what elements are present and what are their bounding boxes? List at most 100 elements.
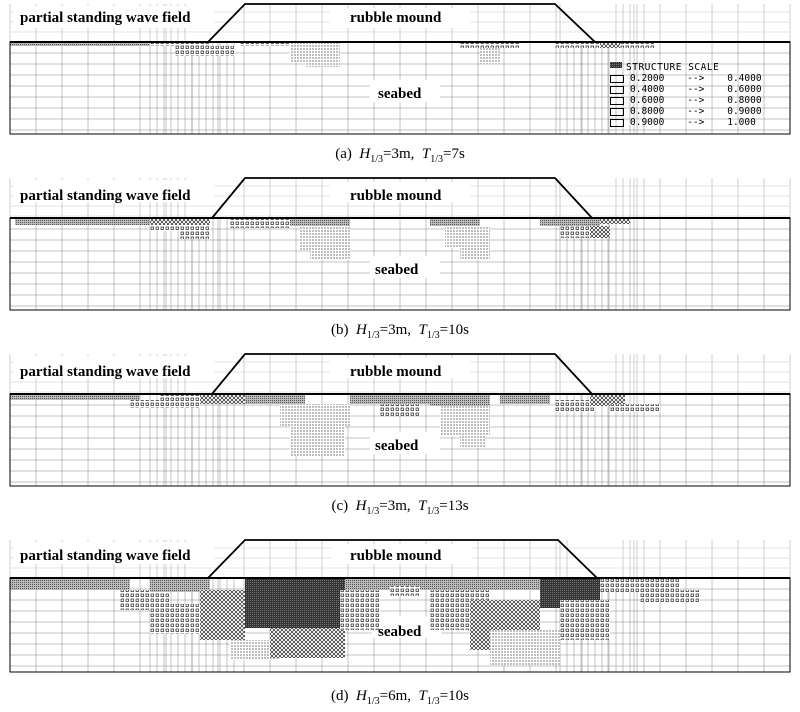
structure-cell (290, 218, 350, 226)
label-bg (370, 432, 440, 454)
structure-cell (560, 600, 610, 640)
legend-swatch (610, 62, 624, 116)
structure-cell (310, 250, 350, 260)
label-bg (330, 8, 470, 28)
legend-range: 0.4000 --> 0.6000 (630, 84, 762, 95)
label-bg (14, 180, 214, 202)
wave-field-label: partial standing wave field (20, 188, 191, 204)
mesh-diagram-b (9, 177, 791, 311)
panel-b: partial standing wave field rubble mound… (0, 176, 800, 348)
caption-b: (b) H1/3=3m, T1/3=10s (331, 322, 469, 341)
label-bg (331, 544, 472, 564)
legend-title: STRUCTURE SCALE (626, 62, 720, 73)
structure-cell (600, 578, 680, 592)
structure-cell (390, 586, 420, 596)
legend-row: 0.9000 --> 1.000 (610, 62, 762, 128)
structure-cell (600, 218, 630, 224)
legend-row: 0.4000 --> 0.6000 (610, 62, 762, 95)
structure-cell (10, 578, 130, 590)
label-bg (370, 80, 440, 102)
caption-d: (d) H1/3=6m, T1/3=10s (331, 688, 469, 707)
structure-cell (540, 218, 600, 226)
structure-cell (300, 226, 350, 250)
panel-c: partial standing wave field rubble mound… (0, 352, 800, 524)
structure-cell (460, 42, 520, 48)
structure-cell (245, 578, 345, 628)
structure-cell (160, 394, 200, 408)
panel-d: partial standing wave field rubble mound… (0, 528, 800, 712)
structure-cell (430, 394, 490, 406)
structure-cell (10, 42, 160, 46)
label-bg (14, 6, 214, 28)
structure-cell (180, 231, 210, 239)
structure-cell (240, 42, 290, 46)
seabed-label: seabed (378, 86, 422, 102)
legend-range: 0.6000 --> 0.8000 (630, 95, 762, 106)
legend-row: 0.6000 --> 0.8000 (610, 62, 762, 106)
panel-a: partial standing wave field rubble mound… (0, 0, 800, 172)
structure-cell (10, 394, 140, 400)
rubble-mound-label: rubble mound (350, 188, 442, 204)
structure-cell (150, 225, 210, 231)
structure-cell (590, 226, 610, 238)
structure-cell (420, 578, 540, 590)
structure-cell (480, 48, 500, 64)
legend-range: 0.2000 --> 0.4000 (630, 73, 762, 84)
structure-cell (440, 406, 490, 436)
legend-row: 0.8000 --> 0.9000 (610, 62, 762, 117)
structure-cell (445, 226, 490, 248)
structure-cell (640, 590, 700, 602)
mesh-diagram-d (9, 539, 791, 673)
rubble-mound-label: rubble mound (350, 10, 442, 26)
label-bg (330, 358, 470, 378)
legend-swatch (610, 62, 624, 94)
structure-cell (500, 394, 550, 404)
rubble-mound-outline (207, 539, 598, 579)
legend-range: 0.8000 --> 0.9000 (630, 106, 762, 117)
structure-cell (230, 640, 280, 660)
legend-row: 0.2000 --> 0.4000 (610, 62, 762, 84)
structure-cell (245, 394, 305, 404)
label-bg (371, 616, 442, 638)
structure-cell (150, 578, 210, 592)
structure-cell (590, 394, 625, 406)
structure-cell (305, 55, 340, 67)
structure-cell (175, 46, 235, 56)
structure-cell (600, 42, 620, 48)
mesh-diagram-c (9, 353, 791, 487)
wave-field-label: partial standing wave field (20, 10, 191, 26)
legend-swatch (610, 62, 624, 127)
structure-cell (200, 394, 245, 404)
structure-cell (555, 400, 595, 412)
seabed-label: seabed (378, 624, 422, 640)
rubble-mound-outline (211, 353, 593, 395)
caption-a: (a) H1/3=3m, T1/3=7s (335, 146, 465, 165)
structure-cell (130, 400, 170, 408)
structure-cell (340, 590, 380, 630)
structure-cell (380, 404, 420, 416)
structure-cell (290, 426, 345, 456)
label-bg (14, 356, 214, 378)
rubble-mound-outline (211, 177, 593, 219)
caption-c: (c) H1/3=3m, T1/3=13s (331, 498, 469, 517)
wave-field-label: partial standing wave field (20, 548, 191, 564)
structure-cell (460, 248, 490, 260)
structure-cell (15, 218, 150, 225)
structure-cell (490, 630, 560, 665)
rubble-mound-outline (207, 3, 596, 43)
structure-cell (270, 628, 345, 658)
rubble-mound-label: rubble mound (350, 364, 442, 380)
label-bg (370, 256, 440, 278)
mesh-diagram-a (9, 3, 791, 135)
label-bg (14, 542, 214, 564)
legend-swatch (610, 62, 624, 83)
structure-cell (610, 404, 660, 412)
structure-cell (230, 218, 290, 228)
legend-range: 0.9000 --> 1.000 (630, 117, 756, 128)
label-bg (330, 182, 470, 202)
structure-cell (460, 436, 485, 448)
legend-swatch (610, 62, 624, 105)
structure-cell (430, 218, 480, 226)
wave-field-label: partial standing wave field (20, 364, 191, 380)
structure-cell (150, 42, 210, 46)
